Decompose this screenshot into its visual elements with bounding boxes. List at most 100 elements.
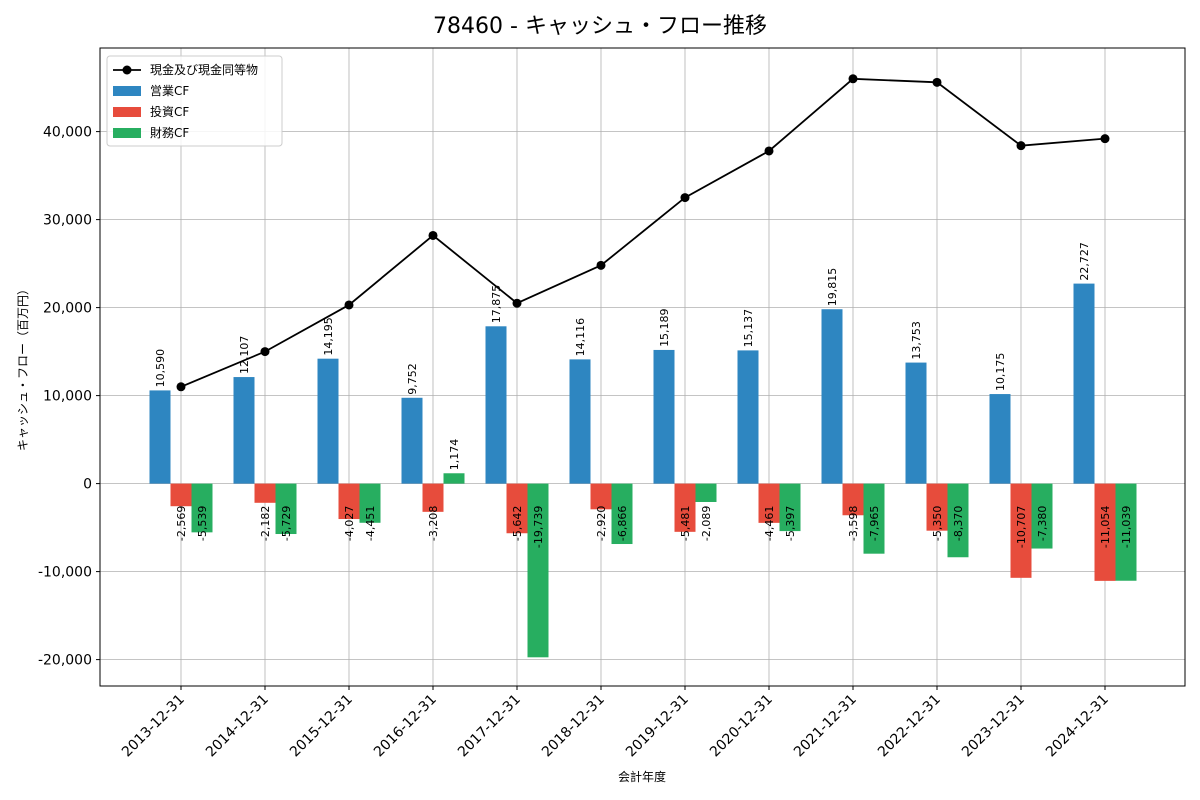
cash-point: [428, 230, 438, 240]
legend-label: 財務CF: [150, 125, 189, 140]
bar-財務CF: [779, 483, 801, 532]
cash-line: [176, 74, 1110, 392]
bar-営業CF: [653, 349, 675, 484]
legend-marker: [122, 65, 132, 75]
y-tick-label: 30,000: [43, 213, 92, 229]
bar-営業CF: [317, 358, 339, 484]
y-tick-label: 0: [83, 477, 92, 493]
legend-swatch: [113, 86, 141, 96]
cash-point: [344, 300, 354, 310]
bar-投資CF: [674, 483, 696, 532]
grid-lines: [100, 48, 1185, 686]
bar-営業CF: [905, 362, 927, 484]
bar-value-label: -4,461: [763, 506, 776, 541]
bar-営業CF: [233, 377, 255, 484]
cash-point: [1100, 134, 1110, 144]
data-labels: 10,590 12,107 14,195 9,752 17,875 14,116 15,18…: [154, 242, 1133, 548]
bar-value-label: 15,189: [658, 308, 671, 347]
bar-財務CF: [275, 483, 297, 535]
bar-value-label: -2,089: [700, 506, 713, 541]
cash-point: [764, 146, 774, 156]
bar-value-label: -19,739: [532, 506, 545, 548]
bar-value-label: -5,350: [931, 506, 944, 541]
bar-投資CF: [590, 483, 612, 510]
bars: [149, 283, 1137, 658]
bar-value-label: 10,175: [994, 353, 1007, 392]
x-axis-label: 会計年度: [618, 769, 666, 784]
legend-label: 投資CF: [150, 104, 189, 119]
legend-box: [106, 55, 283, 147]
bar-営業CF: [1073, 283, 1095, 484]
legend-label: 営業CF: [150, 84, 189, 98]
x-tick-label: 2013-12-31: [119, 692, 188, 761]
bar-財務CF: [1031, 483, 1053, 549]
plot-frame: [99, 47, 1186, 687]
y-tick-label: 40,000: [43, 125, 92, 141]
bar-value-label: 17,875: [490, 285, 503, 324]
bar-value-label: -5,539: [196, 506, 209, 541]
bar-投資CF: [1010, 483, 1032, 578]
bar-投資CF: [422, 483, 444, 512]
bar-value-label: -10,707: [1015, 506, 1028, 548]
bar-営業CF: [989, 394, 1011, 484]
bar-営業CF: [401, 397, 423, 484]
x-tick-label: 2016-12-31: [371, 692, 440, 761]
bar-value-label: 9,752: [406, 363, 419, 395]
bar-value-label: 14,116: [574, 318, 587, 357]
bar-value-label: 13,753: [910, 321, 923, 360]
x-tick-label: 2018-12-31: [539, 692, 608, 761]
bar-value-label: -8,370: [952, 506, 965, 541]
bar-財務CF: [191, 483, 213, 533]
bar-財務CF: [1115, 483, 1137, 581]
bar-value-label: -5,481: [679, 506, 692, 541]
bar-投資CF: [338, 483, 360, 520]
x-tick-label: 2022-12-31: [875, 692, 944, 761]
bar-value-label: -5,397: [784, 506, 797, 541]
bar-value-label: 15,137: [742, 309, 755, 348]
y-tick-label: 10,000: [43, 389, 92, 405]
bar-営業CF: [737, 350, 759, 484]
bar-投資CF: [842, 483, 864, 516]
bar-value-label: 1,174: [448, 439, 461, 471]
bar-value-label: -4,451: [364, 506, 377, 541]
bar-value-label: 22,727: [1078, 242, 1091, 281]
cash-line-path: [180, 77, 1106, 388]
bar-value-label: -2,182: [259, 506, 272, 541]
bar-value-label: 12,107: [238, 336, 251, 375]
cash-point: [176, 382, 186, 392]
cash-point: [848, 74, 858, 84]
bar-value-label: -11,054: [1099, 506, 1112, 548]
x-axis: 2013-12-31 2014-12-31 2015-12-31 2016-12-31…: [119, 686, 1112, 760]
cash-point: [1016, 141, 1026, 151]
bar-value-label: -5,642: [511, 506, 524, 541]
chart-title: 78460 - キャッシュ・フロー推移: [433, 14, 767, 39]
bar-投資CF: [506, 483, 528, 534]
bar-財務CF: [695, 483, 717, 502]
bar-value-label: 19,815: [826, 268, 839, 307]
bar-value-label: -2,569: [175, 506, 188, 541]
bar-value-label: -7,380: [1036, 506, 1049, 541]
y-axis-label: キャッシュ・フロー（百万円）: [16, 283, 30, 451]
cash-point: [596, 260, 606, 270]
bar-投資CF: [926, 483, 948, 531]
bar-value-label: -3,208: [427, 506, 440, 541]
cash-point: [512, 298, 522, 308]
bar-value-label: -2,920: [595, 506, 608, 541]
y-axis: -20,000 -10,000 0 10,000 20,000 30,000 40,000: [38, 125, 100, 669]
x-tick-label: 2017-12-31: [455, 692, 524, 761]
bar-value-label: -6,866: [616, 506, 629, 541]
bar-財務CF: [527, 483, 549, 658]
bar-投資CF: [1094, 483, 1116, 581]
bar-value-label: 10,590: [154, 349, 167, 388]
legend-swatch: [113, 128, 141, 138]
bar-value-label: -4,027: [343, 506, 356, 541]
x-tick-label: 2015-12-31: [287, 692, 356, 761]
bar-value-label: -3,598: [847, 506, 860, 541]
y-tick-label: 20,000: [43, 301, 92, 317]
bar-財務CF: [863, 483, 885, 554]
bar-投資CF: [170, 483, 192, 507]
y-tick-label: -20,000: [38, 653, 92, 669]
bar-投資CF: [758, 483, 780, 523]
